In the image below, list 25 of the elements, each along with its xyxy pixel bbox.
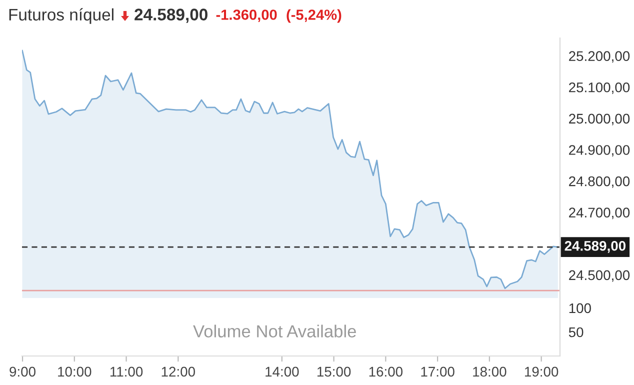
y-tick-label: 24.700,00 bbox=[569, 208, 630, 220]
text: 24.589,00 bbox=[134, 8, 208, 23]
x-tick-label: 17:00 bbox=[421, 366, 454, 377]
x-tick-label: 15:00 bbox=[317, 366, 351, 377]
annotation: Volume Not Available bbox=[193, 324, 356, 338]
x-tick-label: 12:00 bbox=[162, 366, 195, 377]
x-tick-label: 10:00 bbox=[58, 366, 92, 377]
y2-tick-label: 100 bbox=[569, 303, 591, 314]
text: (-5,24%) bbox=[286, 9, 342, 23]
x-tick-label: 16:00 bbox=[369, 366, 403, 377]
y-tick-label: 25.100,00 bbox=[569, 82, 630, 94]
text: -1.360,00 bbox=[216, 10, 277, 22]
x-tick-label: 9:00 bbox=[10, 366, 36, 377]
y-tick-label: 24.900,00 bbox=[569, 145, 630, 157]
y-tick-label: 24.800,00 bbox=[569, 176, 630, 188]
y-tick-label: 25.200,00 bbox=[569, 51, 630, 63]
x-tick-label: 14:00 bbox=[266, 366, 299, 377]
chart-title: Futuros níquel bbox=[9, 8, 114, 24]
x-tick-label: 18:00 bbox=[473, 366, 506, 377]
x-tick-label: 11:00 bbox=[110, 366, 143, 377]
y2-tick-label: 50 bbox=[568, 327, 584, 338]
y-tick-label: 25.000,00 bbox=[569, 114, 630, 126]
y-tick-label: 24.500,00 bbox=[569, 270, 630, 282]
ref-line-label: 24.589,00 bbox=[564, 240, 626, 253]
x-tick-label: 19:00 bbox=[525, 366, 558, 377]
